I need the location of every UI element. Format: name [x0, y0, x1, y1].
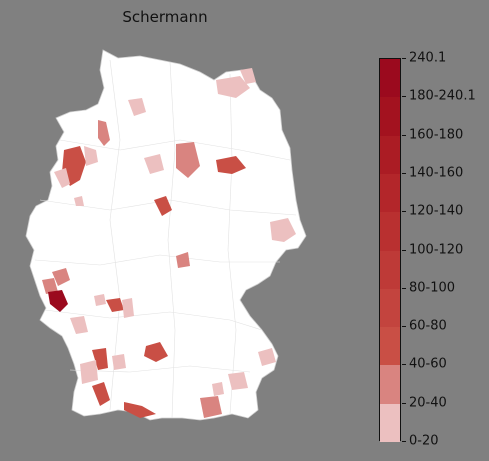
colorbar-tick	[402, 441, 406, 442]
colorbar-tick	[402, 134, 406, 136]
region-rosenheim	[200, 396, 222, 418]
region-goettingen	[154, 196, 172, 216]
colorbar-tick	[402, 287, 406, 289]
colorbar-tick-label: 40-60	[409, 356, 447, 372]
colorbar-segment	[380, 173, 400, 213]
colorbar-segment	[380, 250, 400, 290]
region-thueringen-south	[176, 252, 190, 268]
colorbar-tick-label: 60-80	[409, 318, 447, 334]
colorbar-segment	[380, 135, 400, 175]
highlight-regions	[42, 68, 296, 418]
colorbar-tick	[402, 326, 406, 328]
district-borders	[34, 59, 297, 419]
region-usedom	[240, 68, 256, 84]
region-ostbayern	[228, 372, 248, 390]
region-saar-dark	[48, 290, 68, 312]
region-bremen-east	[84, 146, 98, 166]
region-passau	[258, 348, 276, 366]
map-title: Schermann	[122, 8, 208, 26]
region-altoetting	[212, 382, 224, 396]
colorbar-tick	[402, 364, 406, 366]
region-hamburg-area	[98, 120, 110, 146]
region-lausitz	[270, 218, 296, 242]
region-rostock	[216, 76, 250, 98]
colorbar-tick-label: 120-140	[409, 203, 464, 219]
region-stuttgart	[92, 348, 108, 370]
colorbar-tick	[402, 58, 406, 59]
region-nuernberg-west	[122, 298, 134, 318]
colorbar	[379, 58, 401, 443]
colorbar-tick-label: 240.1	[409, 50, 447, 66]
colorbar-segment	[380, 212, 400, 251]
colorbar-tick-label: 20-40	[409, 395, 447, 411]
colorbar-segment	[380, 59, 400, 98]
region-magdeburg	[176, 142, 200, 178]
colorbar-tick-label: 180-240.1	[409, 88, 476, 104]
region-schwerin	[128, 98, 146, 116]
colorbar-tick	[402, 172, 406, 174]
colorbar-tick	[402, 211, 406, 213]
region-breisgau	[92, 382, 110, 406]
region-hannover-north	[144, 154, 164, 174]
region-pfalz-west	[70, 316, 88, 334]
colorbar-tick-label: 100-120	[409, 242, 464, 257]
colorbar-segment	[380, 327, 400, 366]
colorbar-tick-label: 80-100	[409, 280, 456, 296]
region-frankfurt	[106, 298, 124, 312]
colorbar-tick-label: 160-180	[409, 127, 464, 143]
region-heilbronn	[112, 354, 126, 370]
colorbar-segment	[380, 288, 400, 328]
region-nrw-small	[74, 196, 84, 206]
colorbar-tick	[402, 96, 406, 98]
region-freiburg	[80, 360, 98, 384]
colorbar-tick-label: 0-20	[409, 433, 439, 449]
colorbar-segment	[380, 403, 400, 443]
colorbar-tick-label: 140-160	[409, 165, 464, 181]
region-ulm	[144, 342, 168, 362]
region-berlin-east	[216, 156, 246, 174]
region-koblenz	[52, 268, 70, 286]
region-bodensee	[124, 402, 156, 418]
colorbar-tick	[402, 249, 406, 251]
colorbar-tick	[402, 402, 406, 404]
colorbar-segment	[380, 97, 400, 137]
germany-map	[25, 49, 307, 421]
region-wuerzburg	[94, 294, 106, 306]
region-trier-north	[42, 278, 58, 294]
colorbar-segment	[380, 365, 400, 405]
region-emsland-south	[54, 168, 70, 188]
